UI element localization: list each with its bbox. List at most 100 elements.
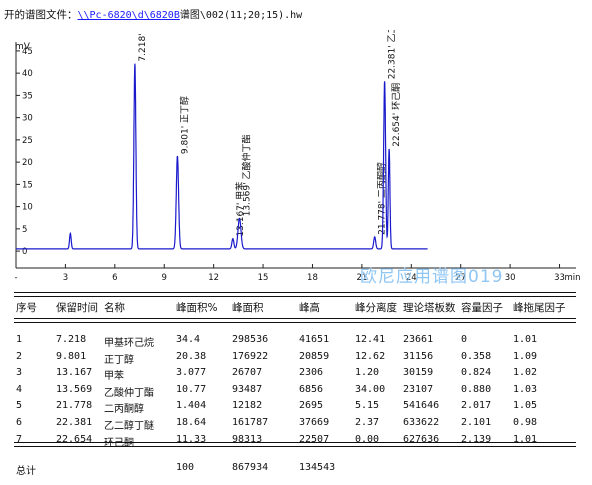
x-tick-label: 21 bbox=[356, 273, 367, 283]
x-unit-label: min bbox=[565, 273, 581, 283]
table-cell: 乙酸仲丁酯 bbox=[104, 387, 154, 399]
chart-axes bbox=[15, 42, 576, 269]
table-cell: 22.381 bbox=[56, 417, 93, 428]
table-cell: 10.77 bbox=[176, 383, 207, 395]
table-cell: 20859 bbox=[299, 350, 330, 362]
y-tick-label: 35 bbox=[22, 91, 33, 101]
table-cell: 2.37 bbox=[355, 417, 380, 428]
table-row: 3 13.167 甲苯 3.077 26707 2306 1.20 30159 0.824 1.0… bbox=[0, 367, 592, 383]
table-cell: 2.101 bbox=[461, 417, 492, 428]
table-cell: 11.33 bbox=[176, 433, 207, 445]
file-name: 谱图\002(11;20;15).hw bbox=[179, 10, 303, 21]
table-row: 6 22.381 乙二醇丁醚 18.64 161787 37669 2.37 633622 2.… bbox=[0, 417, 592, 433]
table-row: 2 9.801 正丁醇 20.38 176922 20859 12.62 31156 0.358… bbox=[0, 351, 592, 367]
table-total-row: 总计 100 867934 134543 bbox=[0, 462, 592, 478]
table-cell: 12.62 bbox=[355, 350, 386, 362]
total-area-pct: 100 bbox=[176, 462, 195, 473]
table-cell: 23107 bbox=[403, 383, 434, 395]
table-cell: 5.15 bbox=[355, 400, 380, 412]
table-cell: 13.569 bbox=[56, 383, 93, 395]
table-cell: 1.02 bbox=[513, 367, 538, 379]
table-cell: 34.00 bbox=[355, 383, 386, 395]
x-tick-label: 24 bbox=[406, 273, 417, 283]
table-cell: 甲基环己烷 bbox=[104, 338, 154, 349]
table-cell: 22.654 bbox=[56, 433, 93, 445]
column-header: 峰高 bbox=[299, 302, 320, 314]
peak-label: 22.654' 环己酮 bbox=[391, 83, 402, 147]
file-label: 开的谱图文件： bbox=[4, 9, 78, 21]
table-cell: 2.017 bbox=[461, 400, 492, 412]
table-cell: 37669 bbox=[299, 417, 330, 428]
table-cell: 41651 bbox=[299, 334, 330, 345]
column-header: 峰面积 bbox=[232, 302, 264, 314]
file-path-header: 开的谱图文件：\\Pc-6820\d\6820B谱图\002(11;20;15)… bbox=[4, 6, 302, 22]
table-cell: 1.01 bbox=[513, 433, 538, 445]
file-path-link[interactable]: \\Pc-6820\d\6820B bbox=[77, 10, 180, 21]
table-cell: 633622 bbox=[403, 417, 440, 428]
table-cell: 21.778 bbox=[56, 400, 93, 412]
table-cell: 二丙酮醇 bbox=[104, 404, 144, 416]
chromatogram-chart: mV 0 5 10 15 20 25 30 35 40 45 - 3 6 9 12 15 18 21 24 27 30 33… bbox=[14, 30, 581, 283]
table-cell: 12182 bbox=[232, 400, 263, 412]
chromatogram-trace bbox=[16, 63, 428, 250]
x-tick-label: 15 bbox=[258, 273, 269, 283]
table-cell: 2695 bbox=[299, 400, 324, 412]
table-cell: 0.358 bbox=[461, 350, 492, 362]
table-cell: 1.20 bbox=[355, 367, 380, 379]
table-cell: 9.801 bbox=[56, 350, 87, 362]
table-cell: 22507 bbox=[299, 433, 330, 445]
table-cell: 1 bbox=[16, 334, 23, 345]
table-cell: 30159 bbox=[403, 367, 434, 379]
peak-label: 21.778' 二丙酮醇 bbox=[376, 162, 388, 235]
column-header: 峰面积% bbox=[176, 302, 218, 314]
peak-label: 13.569' 乙酸仲丁酯 bbox=[240, 135, 252, 217]
table-cell: 3 bbox=[16, 367, 23, 379]
table-row: 7 22.654 环己酮 11.33 98313 22507 0.00 627636 2.139… bbox=[0, 434, 592, 450]
table-cell: 627636 bbox=[403, 433, 440, 445]
table-cell: 0.824 bbox=[461, 367, 492, 379]
column-header: 峰拖尾因子 bbox=[513, 302, 566, 314]
table-cell: 2306 bbox=[299, 367, 324, 379]
table-cell: 298536 bbox=[232, 334, 269, 345]
total-height: 134543 bbox=[299, 462, 336, 473]
column-header: 峰分离度 bbox=[355, 302, 397, 314]
table-row: 5 21.778 二丙酮醇 1.404 12182 2695 5.15 541646 2.017… bbox=[0, 400, 592, 416]
table-cell: 541646 bbox=[403, 400, 440, 412]
table-cell: 环己酮 bbox=[104, 437, 134, 449]
table-cell: 98313 bbox=[232, 433, 263, 445]
y-tick-label: 10 bbox=[22, 203, 33, 213]
table-row: 4 13.569 乙酸仲丁酯 10.77 93487 6856 34.00 23107 0.88… bbox=[0, 384, 592, 400]
y-tick-label: 30 bbox=[22, 114, 33, 124]
y-tick-label: 45 bbox=[22, 47, 33, 57]
table-top-rule bbox=[14, 292, 576, 297]
table-cell: 乙二醇丁醚 bbox=[104, 421, 154, 432]
y-axis-label: mV bbox=[15, 42, 31, 52]
peak-label: 7.218' 甲基环己 bbox=[136, 30, 148, 62]
x-tick-label: 27 bbox=[455, 273, 466, 283]
table-cell: 161787 bbox=[232, 417, 269, 428]
x-tick-label: 18 bbox=[307, 273, 318, 283]
y-tick-label: 5 bbox=[22, 225, 27, 235]
column-header: 容量因子 bbox=[461, 302, 503, 314]
table-cell: 34.4 bbox=[176, 334, 201, 345]
column-header: 名称 bbox=[104, 302, 125, 314]
table-cell: 12.41 bbox=[355, 334, 386, 345]
table-cell: 7 bbox=[16, 433, 23, 445]
total-area: 867934 bbox=[232, 462, 269, 473]
table-cell: 93487 bbox=[232, 383, 263, 395]
table-cell: 1.03 bbox=[513, 383, 538, 395]
table-cell: 0.00 bbox=[355, 433, 380, 445]
peak-label: 22.381' 乙二醇丁 bbox=[386, 30, 398, 79]
table-bottom-rule bbox=[14, 442, 576, 447]
table-cell: 正丁醇 bbox=[104, 354, 134, 366]
column-header: 保留时间 bbox=[56, 302, 98, 314]
x-tick-label: 30 bbox=[505, 273, 516, 283]
table-cell: 1.404 bbox=[176, 400, 207, 412]
table-header-row: 序号 保留时间 名称 峰面积% 峰面积 峰高 峰分离度 理论塔板数 容量因子 峰拖尾因子 bbox=[0, 300, 592, 316]
y-tick-label: 15 bbox=[22, 180, 33, 190]
x-tick-label: 3 bbox=[63, 273, 68, 283]
peak-label: 13.167' 甲苯 bbox=[234, 182, 246, 237]
watermark: 欧尼应用谱图019 bbox=[360, 267, 504, 287]
peak-label: 9.801' 正丁醇 bbox=[178, 96, 190, 154]
table-header-rule bbox=[14, 318, 576, 323]
